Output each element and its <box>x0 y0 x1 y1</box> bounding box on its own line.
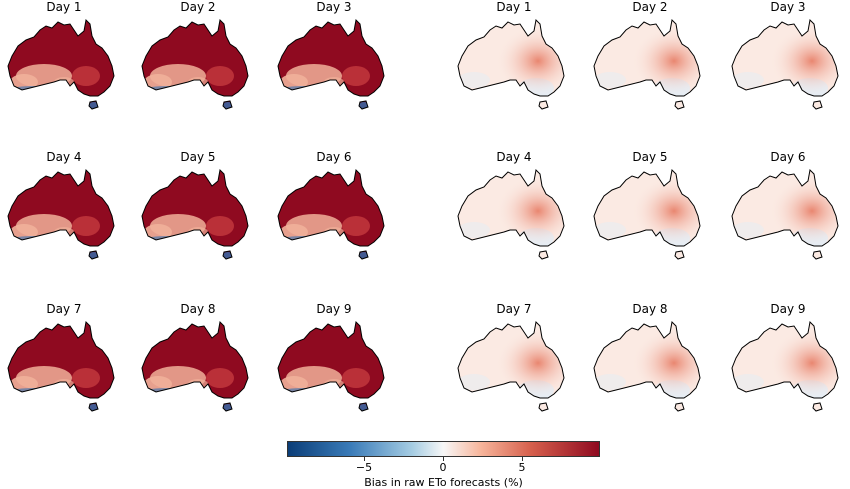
bias-map-panel-left: Day 3 <box>274 0 394 110</box>
bias-map-panel-left: Day 9 <box>274 302 394 412</box>
colorbar-tick-label: 5 <box>518 461 526 474</box>
colorbar-tick <box>364 457 365 461</box>
panel-title: Day 5 <box>632 150 668 164</box>
australia-map <box>277 168 385 260</box>
bias-map-panel-right: Day 7 <box>454 302 574 412</box>
australia-map <box>141 168 249 260</box>
panel-title: Day 2 <box>632 0 668 14</box>
australia-map <box>7 18 115 110</box>
bias-map-panel-right: Day 8 <box>590 302 710 412</box>
colorbar-gradient <box>287 441 600 457</box>
bias-map-panel-left: Day 5 <box>138 150 258 260</box>
panel-title: Day 1 <box>46 0 82 14</box>
colorbar-tick <box>522 457 523 461</box>
bias-map-panel-right: Day 4 <box>454 150 574 260</box>
australia-map <box>731 168 839 260</box>
bias-map-panel-left: Day 1 <box>4 0 124 110</box>
australia-map <box>593 168 701 260</box>
australia-map <box>7 320 115 412</box>
panel-title: Day 7 <box>496 302 532 316</box>
bias-map-panel-left: Day 4 <box>4 150 124 260</box>
bias-map-panel-left: Day 7 <box>4 302 124 412</box>
bias-map-panel-right: Day 3 <box>728 0 848 110</box>
bias-map-panel-right: Day 6 <box>728 150 848 260</box>
bias-map-panel-left: Day 2 <box>138 0 258 110</box>
panel-title: Day 1 <box>496 0 532 14</box>
bias-map-panel-right: Day 2 <box>590 0 710 110</box>
panel-title: Day 3 <box>770 0 806 14</box>
australia-map <box>593 18 701 110</box>
australia-map <box>593 320 701 412</box>
australia-map <box>7 168 115 260</box>
bias-map-panel-left: Day 6 <box>274 150 394 260</box>
bias-map-panel-right: Day 9 <box>728 302 848 412</box>
panel-title: Day 6 <box>316 150 352 164</box>
panel-title: Day 8 <box>632 302 668 316</box>
panel-title: Day 8 <box>180 302 216 316</box>
australia-map <box>457 320 565 412</box>
colorbar-tick <box>443 457 444 461</box>
australia-map <box>731 18 839 110</box>
panel-title: Day 7 <box>46 302 82 316</box>
australia-map <box>141 18 249 110</box>
australia-map <box>277 320 385 412</box>
bias-map-panel-left: Day 8 <box>138 302 258 412</box>
panel-title: Day 3 <box>316 0 352 14</box>
australia-map <box>731 320 839 412</box>
colorbar-label: Bias in raw ETo forecasts (%) <box>364 476 523 489</box>
australia-map <box>457 18 565 110</box>
panel-title: Day 4 <box>46 150 82 164</box>
colorbar-tick-label: −5 <box>355 461 373 474</box>
bias-map-panel-right: Day 5 <box>590 150 710 260</box>
bias-map-panel-right: Day 1 <box>454 0 574 110</box>
australia-map <box>277 18 385 110</box>
panel-title: Day 4 <box>496 150 532 164</box>
colorbar-tick-label: 0 <box>439 461 447 474</box>
panel-title: Day 9 <box>770 302 806 316</box>
panel-title: Day 9 <box>316 302 352 316</box>
colorbar: −5 0 5 Bias in raw ETo forecasts (%) <box>287 441 600 489</box>
panel-title: Day 2 <box>180 0 216 14</box>
australia-map <box>141 320 249 412</box>
australia-map <box>457 168 565 260</box>
panel-title: Day 5 <box>180 150 216 164</box>
panel-title: Day 6 <box>770 150 806 164</box>
